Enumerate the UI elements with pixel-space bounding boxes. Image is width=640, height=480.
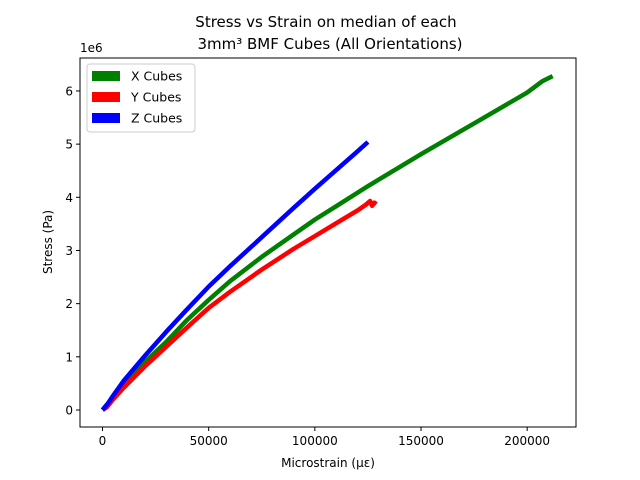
y-tick-label: 2 [65,297,73,311]
x-tick-label: 200000 [504,434,550,448]
legend-label: X Cubes [131,69,182,84]
y-tick-label: 5 [65,138,73,152]
y-tick-label: 1 [65,350,73,364]
chart-title-line2: 3mm³ BMF Cubes (All Orientations) [197,35,462,53]
y-tick-label: 4 [65,191,73,205]
legend-label: Y Cubes [130,90,181,105]
series-line-z-cubes [100,140,370,412]
legend-swatch [92,71,120,81]
chart-title-line1: Stress vs Strain on median of each [195,13,456,31]
y-tick-label: 3 [65,244,73,258]
y-axis-title: Stress (Pa) [41,210,55,274]
y-axis: 0 1 2 3 4 5 6 [65,84,80,417]
series-line-y-cubes [101,198,378,412]
x-tick-label: 0 [99,434,107,448]
x-tick-label: 150000 [398,434,444,448]
x-axis: 0 50000 100000 150000 200000 [99,427,550,448]
x-axis-title: Microstrain (µε) [281,456,375,470]
y-axis-multiplier: 1e6 [80,41,103,55]
series-layer [100,74,554,412]
legend: X Cubes Y Cubes Z Cubes [86,63,196,133]
y-tick-label: 6 [65,84,73,98]
x-tick-label: 50000 [190,434,228,448]
legend-label: Z Cubes [131,111,182,126]
y-tick-label: 0 [65,403,73,417]
x-tick-label: 100000 [292,434,338,448]
plot-area [79,57,577,428]
legend-swatch [92,92,120,102]
legend-swatch [92,113,120,123]
plot-frame [79,57,577,428]
legend-entries: X Cubes Y Cubes Z Cubes [92,69,182,126]
